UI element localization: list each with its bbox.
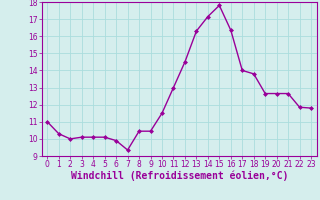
X-axis label: Windchill (Refroidissement éolien,°C): Windchill (Refroidissement éolien,°C) — [70, 171, 288, 181]
